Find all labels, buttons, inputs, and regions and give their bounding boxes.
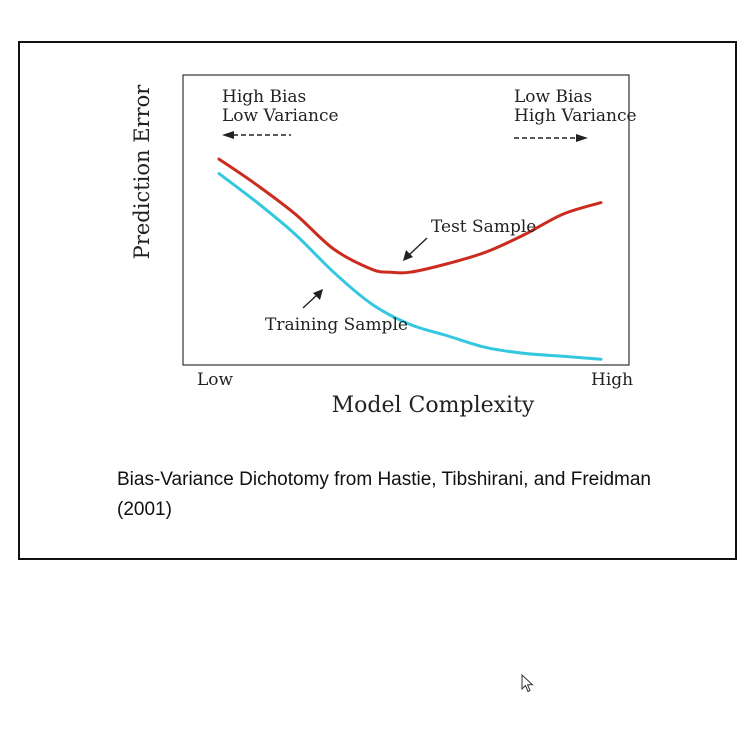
x-tick-label-low: Low [197,370,234,390]
test-sample-pointer-arrow [403,237,428,261]
plot-area [182,74,630,366]
x-axis-label: Model Complexity [332,393,535,418]
series-line-test-sample [217,157,603,275]
x-tick-label-high: High [591,370,633,390]
mouse-pointer-icon [521,673,535,699]
series-line-training-sample [217,172,603,361]
right-dashed-arrow [514,134,588,142]
series-label-training-sample: Training Sample [265,315,408,335]
figure-caption: Bias-Variance Dichotomy from Hastie, Tib… [117,469,651,520]
annotation-low-bias: Low Bias [514,87,592,107]
training-sample-pointer-arrow [302,289,323,309]
series-layer [217,157,603,361]
annotation-high-bias: High Bias [222,87,306,107]
annotation-low-variance: Low Variance [222,106,339,126]
series-label-test-sample: Test Sample [431,217,536,237]
annotation-high-variance: High Variance [514,106,637,126]
y-axis-label: Prediction Error [130,84,154,260]
left-dashed-arrow [222,131,291,139]
slide-frame [18,41,737,560]
